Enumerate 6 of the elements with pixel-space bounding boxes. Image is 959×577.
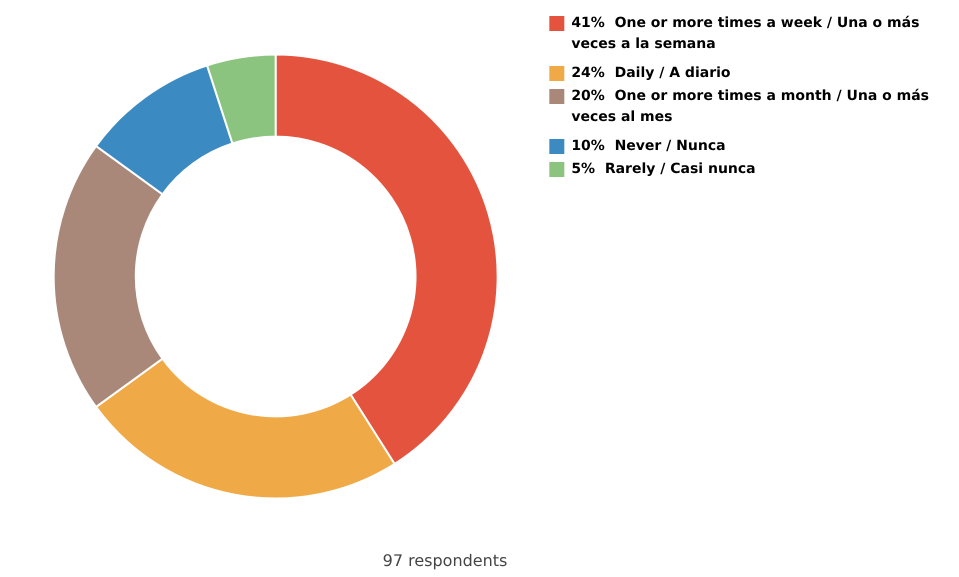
legend-label: 20% One or more times a month / Una o más veces al mes bbox=[571, 88, 930, 126]
legend-label: 10% Never / Nunca bbox=[571, 138, 726, 154]
text: 97 respondents bbox=[382, 551, 508, 570]
legend-label: 5% Rarely / Casi nunca bbox=[571, 161, 756, 178]
legend-label: 41% One or more times a week / Una o más veces a la semana bbox=[571, 15, 920, 52]
legend-label: 24% Daily / A diario bbox=[571, 65, 731, 82]
